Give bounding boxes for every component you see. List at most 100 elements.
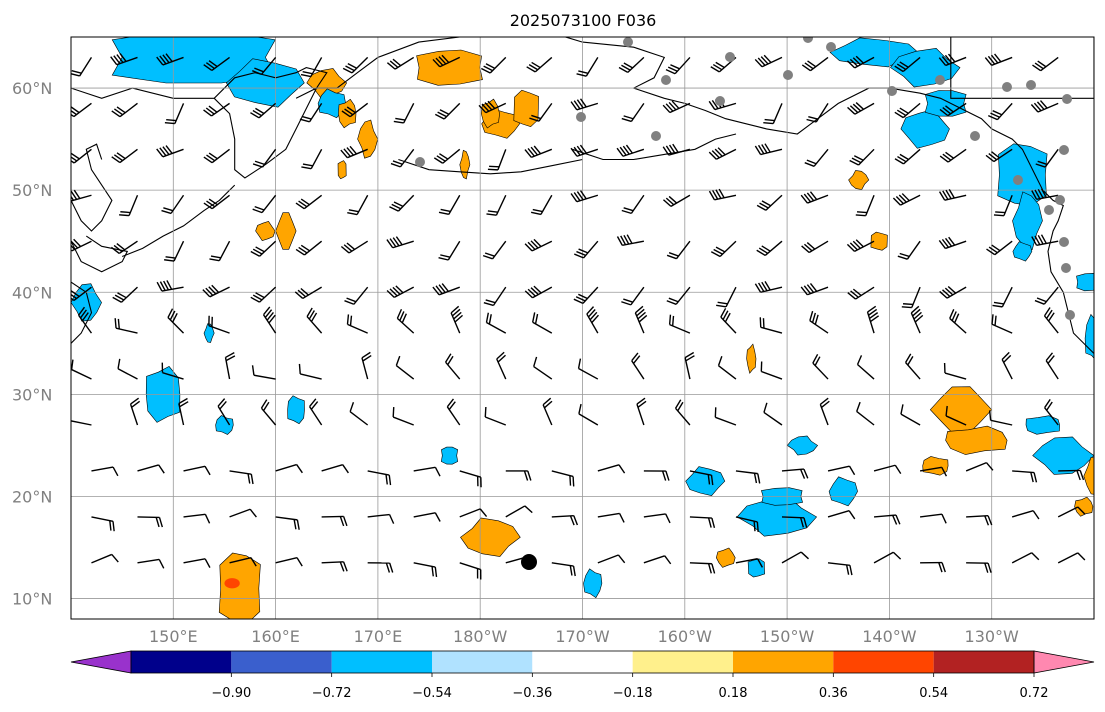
wind-barb — [161, 194, 185, 215]
wind-barb — [943, 363, 967, 380]
wind-barb — [756, 194, 783, 211]
wind-barb — [505, 505, 533, 518]
wind-barb — [666, 286, 691, 305]
wind-barb — [91, 516, 115, 532]
wind-barb — [392, 407, 414, 426]
wind-barb — [413, 512, 441, 522]
wind-barb — [992, 286, 1013, 308]
wind-barb — [71, 189, 92, 202]
station-marker — [1002, 82, 1012, 92]
wind-barb — [597, 512, 625, 523]
wind-barb — [570, 98, 599, 111]
longitude-label: 170°E — [354, 627, 403, 646]
latitude-label: 40°N — [12, 283, 52, 302]
longitude-label: 130°W — [965, 627, 1020, 646]
wind-barb — [756, 240, 783, 257]
station-marker — [1059, 237, 1069, 247]
longitude-label: 180°W — [453, 627, 508, 646]
station-marker — [1026, 80, 1036, 90]
negative-anomaly-patch — [215, 415, 234, 435]
latitude-label: 50°N — [12, 181, 52, 200]
wind-barb — [496, 351, 507, 380]
wind-barb — [386, 236, 414, 249]
negative-anomaly-patch — [828, 476, 858, 507]
wind-barb — [759, 317, 783, 334]
wind-barb — [892, 193, 921, 206]
wind-barb — [1043, 307, 1059, 334]
wind-barb — [662, 143, 691, 156]
station-marker — [826, 42, 836, 52]
wind-barb — [985, 148, 1013, 163]
colorbar-segment — [131, 651, 232, 673]
station-marker-layer — [415, 37, 1075, 320]
negative-anomaly-patch — [1025, 415, 1061, 435]
wind-barb — [183, 558, 211, 568]
wind-barb — [71, 359, 92, 380]
positive-anomaly-patch — [848, 170, 870, 190]
wind-barb — [920, 561, 946, 573]
wind-barb — [856, 355, 875, 380]
wind-barb — [484, 406, 507, 426]
wind-barb — [71, 420, 92, 426]
wind-barb — [674, 399, 691, 426]
wind-barb — [164, 103, 185, 125]
wind-barb — [161, 362, 184, 380]
wind-barb — [251, 365, 276, 380]
positive-anomaly-patch — [337, 160, 347, 180]
wind-barb — [856, 401, 875, 426]
strong-anomaly-cell — [807, 496, 823, 512]
wind-barb — [662, 194, 691, 207]
wind-barb — [714, 407, 737, 426]
wind-barb — [340, 240, 369, 254]
wind-barb — [446, 398, 461, 426]
wind-barb — [1032, 56, 1059, 72]
wind-barb — [1058, 469, 1085, 481]
longitude-label: 160°W — [658, 627, 713, 646]
wind-barb — [662, 100, 691, 114]
wind-barb — [71, 148, 92, 164]
wind-barb — [434, 102, 461, 120]
map-area — [70, 36, 1095, 620]
wind-barb — [634, 305, 648, 334]
wind-barb — [347, 194, 369, 216]
latitude-label: 60°N — [12, 79, 52, 98]
longitude-label: 140°W — [862, 627, 917, 646]
wind-barb — [1045, 352, 1059, 380]
wind-barb — [393, 103, 415, 124]
wind-barb — [984, 53, 1013, 66]
colorbar-segment — [532, 651, 633, 673]
wind-barb — [459, 562, 482, 580]
negative-anomaly-patch — [685, 466, 726, 497]
wind-barb — [252, 194, 277, 214]
wind-barb — [717, 355, 737, 380]
wind-barb — [445, 353, 461, 380]
wind-barb — [920, 513, 947, 524]
coastline — [563, 37, 1094, 354]
map-title: 2025073100 F036 — [510, 11, 657, 30]
positive-anomaly-patch — [255, 220, 276, 242]
wind-barb — [1057, 506, 1086, 518]
wind-barb — [938, 189, 967, 201]
wind-barb — [349, 402, 369, 426]
colorbar: −0.90 −0.72 −0.54 −0.36 −0.18 0.18 0.36 0.54 0.7… — [70, 650, 1095, 701]
wind-barb — [618, 56, 645, 74]
wind-barb — [389, 194, 415, 212]
wind-barb — [361, 351, 372, 380]
wind-barb — [129, 397, 141, 426]
colorbar-segment — [933, 651, 1034, 673]
wind-barb — [636, 397, 647, 426]
station-marker — [715, 96, 725, 106]
wind-barb — [91, 466, 119, 477]
wind-barb — [321, 515, 348, 527]
wind-barb — [110, 53, 138, 66]
wind-barb — [781, 516, 808, 528]
wind-barb — [78, 306, 93, 334]
wind-barb — [900, 404, 921, 426]
wind-barb — [986, 240, 1013, 256]
negative-anomaly-patch — [747, 558, 766, 578]
wind-barb — [111, 102, 138, 118]
wind-barb — [781, 468, 809, 479]
wind-barb — [531, 312, 553, 334]
wind-barb — [344, 286, 369, 305]
wind-barb-layer — [71, 53, 1086, 580]
